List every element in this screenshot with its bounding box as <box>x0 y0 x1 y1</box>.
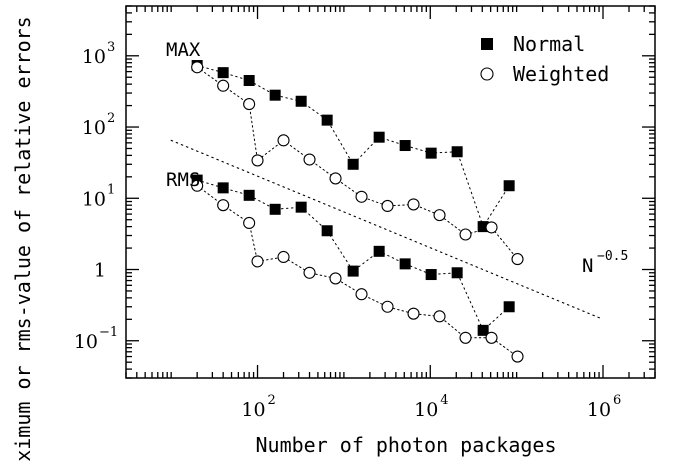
data-point-normal <box>451 267 463 279</box>
data-point-weighted <box>243 98 256 111</box>
data-point-weighted <box>217 199 230 212</box>
data-point-weighted <box>407 307 420 320</box>
data-point-weighted <box>407 198 420 211</box>
y-tick-label: 1 <box>94 260 106 282</box>
annotation-layer: MAX RMS N −0.5 <box>166 39 628 277</box>
series-rms-normal <box>191 174 515 336</box>
reference-line-layer <box>170 139 604 320</box>
y-tick-label: 10 <box>74 331 98 353</box>
legend-label: Normal <box>513 32 585 56</box>
y-tick-label: 10 <box>82 46 106 68</box>
y-tick-label-exponent: 2 <box>107 111 115 126</box>
data-point-normal <box>217 67 229 79</box>
reference-slope-line <box>170 139 604 320</box>
data-point-weighted <box>433 310 446 323</box>
x-axis-label: Number of photon packages <box>255 433 556 457</box>
annotation-rms: RMS <box>166 169 200 191</box>
y-tick-label: 10 <box>82 188 106 210</box>
x-tick-label-exponent: 6 <box>613 393 621 408</box>
series-connector <box>196 66 518 260</box>
data-point-weighted <box>329 172 342 185</box>
slope-label-exponent: −0.5 <box>597 249 628 264</box>
data-point-weighted <box>381 199 394 213</box>
data-point-weighted <box>511 253 524 266</box>
x-tick-label-exponent: 4 <box>440 393 448 408</box>
data-point-normal <box>243 74 255 86</box>
data-point-normal <box>477 324 489 336</box>
data-point-weighted <box>459 228 472 241</box>
series-layer <box>191 60 524 363</box>
data-point-normal <box>269 89 281 101</box>
legend-marker-normal <box>481 38 493 50</box>
data-point-weighted <box>381 300 394 313</box>
data-point-normal <box>425 147 437 159</box>
series-rms-weighted <box>191 179 524 363</box>
data-point-normal <box>295 201 307 213</box>
data-point-weighted <box>355 190 368 203</box>
plot-frame <box>125 5 656 379</box>
data-point-weighted <box>485 331 498 344</box>
data-point-normal <box>347 265 359 277</box>
x-tick-label: 10 <box>414 399 438 421</box>
data-point-weighted <box>251 154 264 167</box>
y-axis-label: Maximum or rms-value of relative errors … <box>11 0 35 463</box>
data-point-weighted <box>485 221 498 234</box>
data-point-normal <box>295 95 307 107</box>
series-connector <box>196 179 510 332</box>
data-point-normal <box>269 203 281 215</box>
x-tick-label: 10 <box>241 399 265 421</box>
legend-label: Weighted <box>513 62 609 86</box>
data-point-normal <box>321 114 333 126</box>
legend-marker-weighted <box>480 67 494 81</box>
data-point-normal <box>503 301 515 313</box>
data-point-weighted <box>329 272 342 285</box>
annotation-max: MAX <box>166 39 201 61</box>
data-point-normal <box>503 180 515 192</box>
data-point-weighted <box>217 79 230 92</box>
series-max-normal <box>191 60 515 233</box>
data-point-normal <box>451 146 463 158</box>
slope-label-base: N <box>582 255 593 277</box>
data-point-normal <box>373 245 385 257</box>
y-tick-label-exponent: −1 <box>99 325 118 340</box>
data-point-normal <box>347 158 359 170</box>
data-point-normal <box>399 140 411 152</box>
data-point-normal <box>217 182 229 194</box>
data-point-weighted <box>191 61 204 74</box>
series-max-weighted <box>191 61 524 266</box>
data-point-weighted <box>191 179 204 192</box>
legend: Normal Weighted <box>480 32 609 86</box>
data-point-weighted <box>355 288 368 301</box>
data-point-normal <box>477 221 489 233</box>
data-point-weighted <box>433 209 446 222</box>
y-tick-label-exponent: 1 <box>107 182 115 197</box>
data-point-weighted <box>303 153 316 166</box>
data-point-weighted <box>277 250 290 264</box>
data-point-normal <box>425 269 437 281</box>
x-tick-label: 10 <box>587 399 611 421</box>
data-point-normal <box>373 131 385 143</box>
data-point-normal <box>243 189 255 201</box>
series-connector <box>196 65 510 228</box>
data-point-weighted <box>251 255 264 268</box>
data-point-weighted <box>511 350 524 363</box>
data-point-normal <box>399 258 411 270</box>
data-point-weighted <box>303 266 316 279</box>
data-point-weighted <box>459 331 472 344</box>
data-point-weighted <box>243 216 256 230</box>
y-tick-label: 10 <box>82 117 106 139</box>
x-tick-label-exponent: 2 <box>268 393 276 408</box>
data-point-weighted <box>277 134 290 147</box>
data-point-normal <box>321 225 333 237</box>
y-tick-label-exponent: 3 <box>107 40 115 55</box>
